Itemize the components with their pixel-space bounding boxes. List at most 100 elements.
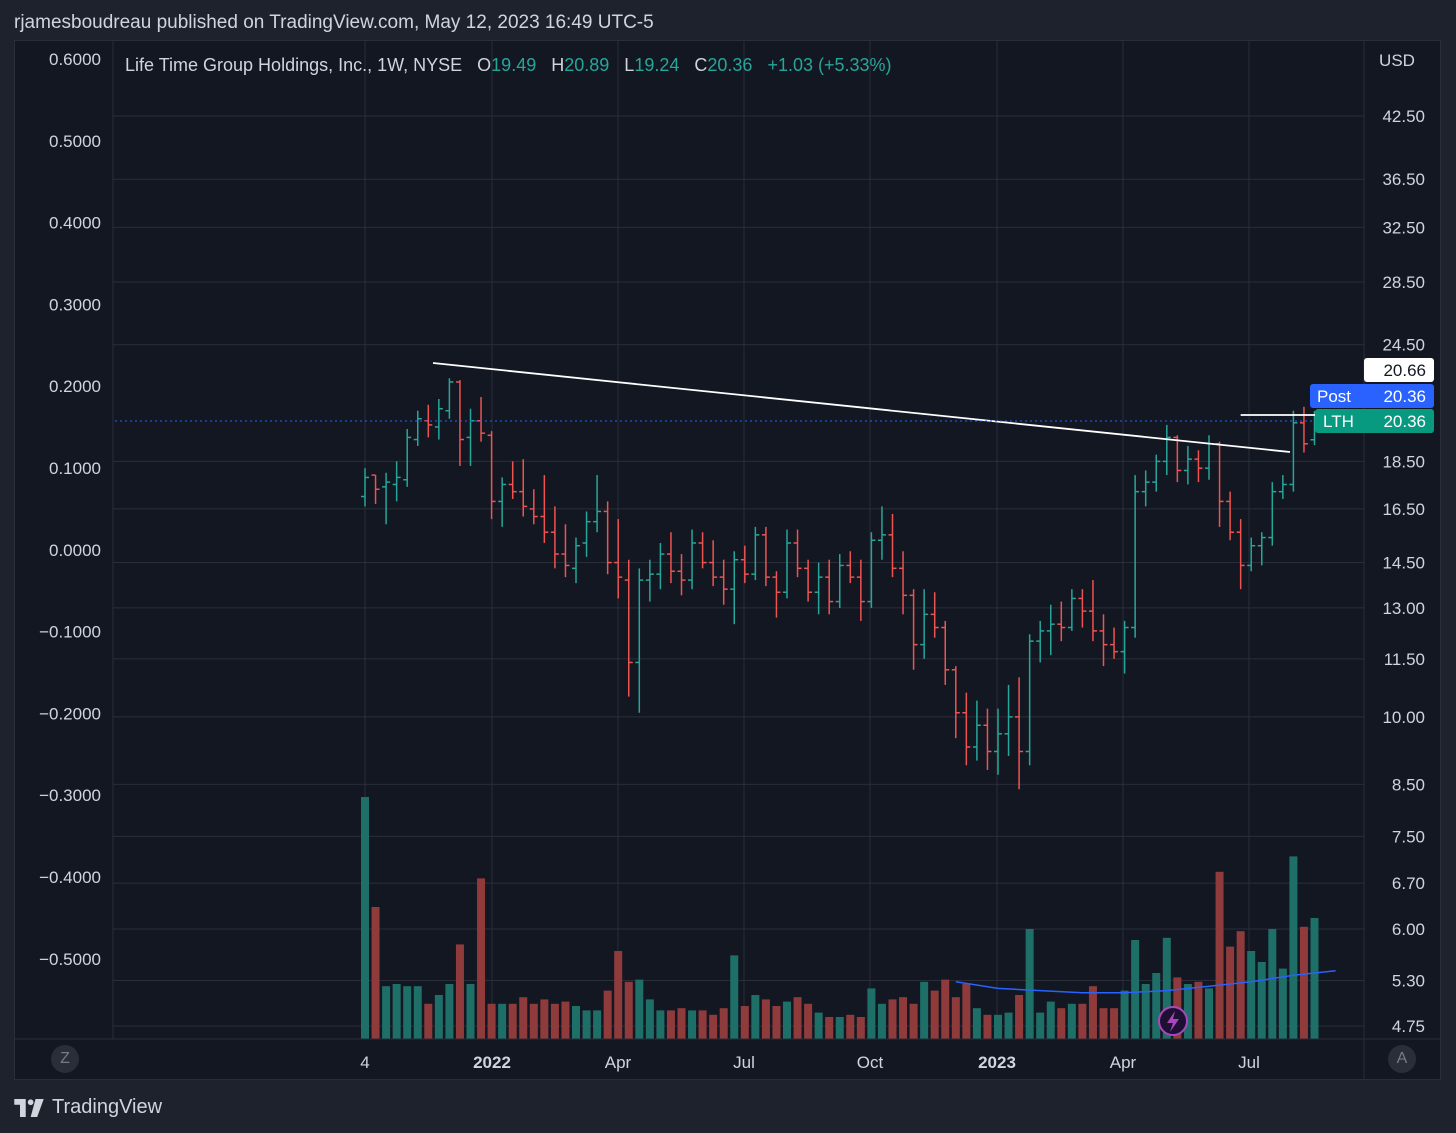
volume-bar [1205, 988, 1213, 1039]
ohlc-bar [1278, 475, 1287, 499]
volume-bar [477, 878, 486, 1039]
ohlc-bar [656, 542, 665, 590]
volume-bar [1088, 986, 1097, 1039]
ohlc-bar [1120, 620, 1129, 674]
lightning-icon[interactable] [1158, 1006, 1188, 1036]
chart-frame[interactable]: 0.6000 0.5000 0.4000 0.3000 0.2000 0.1000 0.00… [14, 40, 1441, 1080]
resistance-trendline [432, 362, 1291, 453]
ohlc-bar [413, 410, 422, 446]
price-tick-label: 6.70 [1392, 874, 1425, 893]
ohlc-bar [455, 380, 464, 466]
volume-bar [1299, 926, 1308, 1039]
volume-bar [793, 997, 802, 1039]
ohlc-bar [962, 692, 971, 766]
volume-bar [972, 1008, 981, 1039]
volume-bar [371, 907, 380, 1039]
ohlc-bar [783, 529, 791, 599]
auto-scale-a-button[interactable]: A [1388, 1045, 1416, 1073]
ohlc-bar [1226, 491, 1235, 541]
ohlc-bar [856, 559, 865, 621]
ohlc-bar [582, 511, 591, 557]
volume-bar [1131, 940, 1140, 1039]
ohlc-bar [445, 378, 454, 419]
ohlc-bar [1015, 677, 1024, 790]
volume-bar [1183, 984, 1192, 1039]
volume-bar [603, 990, 612, 1039]
ohlc-bar [719, 559, 728, 605]
ohlc-bar [561, 524, 570, 578]
volume-bar [382, 986, 391, 1039]
chart-canvas[interactable]: 0.6000 0.5000 0.4000 0.3000 0.2000 0.1000 0.00… [15, 41, 1440, 1079]
volume-bar [698, 1010, 707, 1039]
volume-bar [941, 979, 950, 1039]
time-axis[interactable]: 4 2022 Apr Jul Oct 2023 Apr Jul [15, 1038, 1440, 1072]
volume-bar [1046, 1001, 1055, 1039]
ohlc-bar [403, 429, 412, 487]
footer-brand[interactable]: TradingView [14, 1096, 162, 1119]
left-axis[interactable]: 0.6000 0.5000 0.4000 0.3000 0.2000 0.1000 0.00… [39, 41, 114, 1039]
price-tick-label: 8.50 [1392, 775, 1425, 794]
volume-bar [1162, 937, 1171, 1039]
volume-bar [951, 997, 960, 1039]
volume-bar [582, 1010, 591, 1039]
ohlc-bar [371, 474, 380, 504]
volume-bar [614, 951, 623, 1039]
ohlc-bar [529, 489, 538, 525]
left-tick-label: −0.5000 [39, 950, 101, 969]
symbol-legend[interactable]: Life Time Group Holdings, Inc., 1W, NYSE… [125, 55, 892, 75]
volume-bar [772, 1006, 781, 1039]
volume-bar [1236, 931, 1245, 1039]
ohlc-bar [1299, 406, 1308, 453]
ohlc-bar [1268, 482, 1277, 546]
volume-bar [740, 1006, 749, 1039]
ohlc-bar [1173, 435, 1182, 483]
ohlc-bar [1067, 589, 1076, 631]
volume-bar [856, 1017, 865, 1039]
time-tick-label: Jul [1238, 1053, 1260, 1072]
price-tag-post: Post 20.36 [1310, 384, 1434, 408]
volume-bar [1057, 1008, 1066, 1039]
ohlc-bar [994, 708, 1002, 775]
volume-bar [1247, 951, 1256, 1039]
volume-bar [624, 981, 633, 1039]
volume-bar [1278, 968, 1287, 1039]
volume-bar [656, 1010, 665, 1039]
ohlc-bar [772, 571, 781, 618]
auto-scale-z-button[interactable]: Z [51, 1045, 79, 1073]
ohlc-bar [709, 540, 718, 587]
volume-bar [814, 1012, 823, 1039]
ohlc-bar [941, 620, 950, 685]
ohlc-bar [614, 519, 623, 599]
price-tick-label: 36.50 [1382, 170, 1425, 189]
volume-bar [540, 999, 549, 1039]
brand-name: TradingView [52, 1096, 163, 1118]
ohlc-bar [835, 554, 844, 608]
volume-bar [804, 1003, 813, 1039]
volume-bar [498, 1003, 507, 1039]
left-tick-label: 0.3000 [49, 295, 101, 314]
volume-bar [1215, 871, 1224, 1039]
volume-bar [561, 1001, 570, 1039]
ohlc-bar [1162, 424, 1171, 476]
ohlc-bar [392, 461, 401, 502]
price-axis[interactable]: USD 42.50 36.50 32.50 28.50 24.50 18.50 16.50 1… [1363, 41, 1425, 1079]
volume-ma-line [955, 970, 1336, 994]
volume-bar [508, 1003, 517, 1039]
ohlc-bar [930, 592, 939, 638]
volume-bar [730, 955, 739, 1039]
ohlc-bar [698, 532, 707, 569]
volume-bar [825, 1017, 834, 1039]
time-tick-label: 2022 [473, 1053, 511, 1072]
ohlc-bar [1152, 454, 1161, 492]
trendlines[interactable] [432, 362, 1315, 453]
ohlc-bar [846, 551, 855, 584]
ohlc-bar [972, 700, 981, 761]
volume-bar [1036, 1012, 1045, 1039]
volume-bar [877, 1003, 886, 1039]
volume-bar [645, 999, 654, 1039]
ohlc-bar [1247, 537, 1256, 572]
ohlc-bar [730, 551, 739, 625]
price-tick-label: 10.00 [1382, 708, 1425, 727]
ohlc-bar [508, 461, 517, 499]
ohlc-bar [666, 532, 675, 584]
